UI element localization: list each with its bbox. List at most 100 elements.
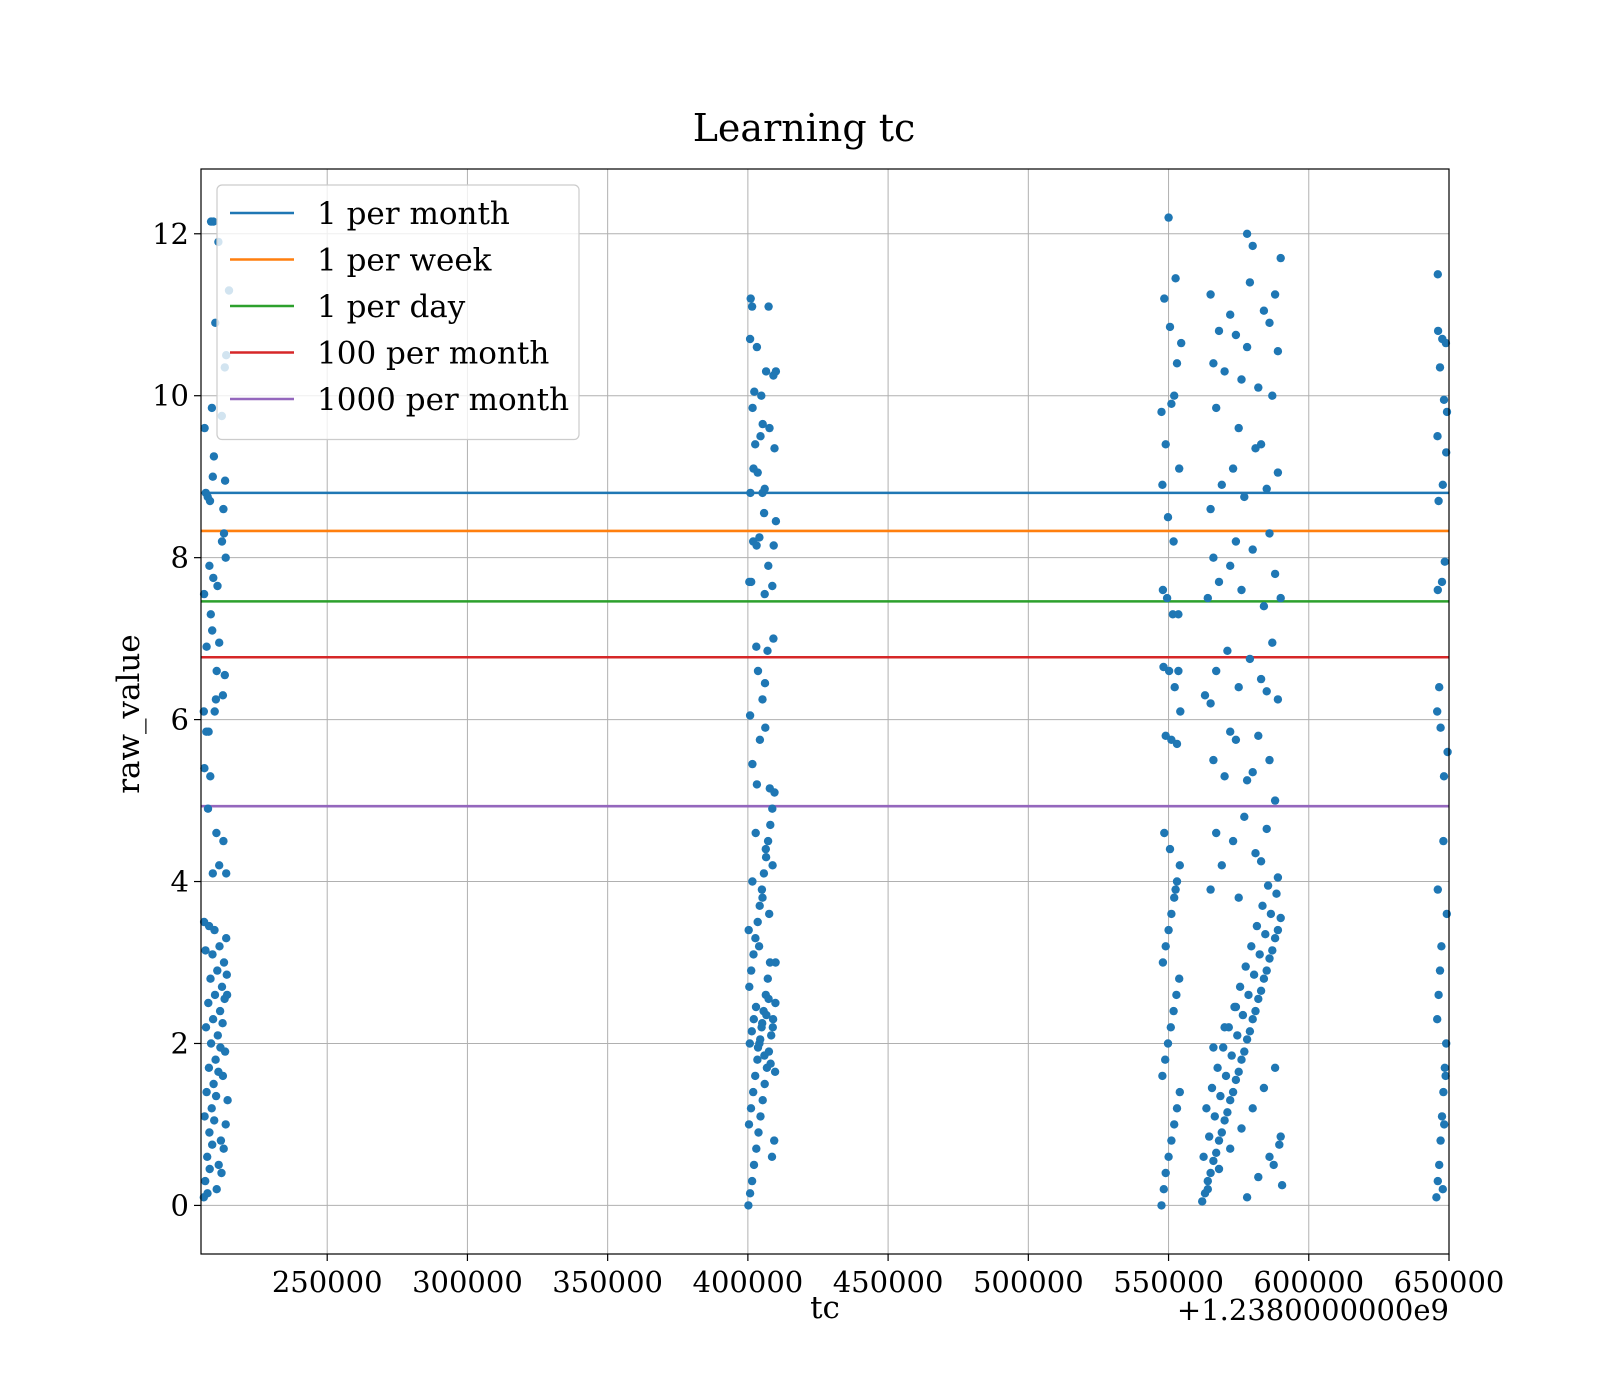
data-point (749, 1160, 759, 1170)
legend-label: 1 per month (317, 196, 510, 232)
data-point (748, 759, 757, 769)
data-point (1433, 432, 1442, 441)
data-point (1210, 1112, 1220, 1121)
data-point (1248, 1104, 1257, 1113)
data-point (1438, 1185, 1448, 1194)
data-point (1262, 824, 1271, 834)
data-point (1265, 755, 1274, 765)
data-point (1231, 330, 1241, 340)
data-point (222, 869, 231, 878)
data-point (746, 1104, 756, 1113)
data-point (201, 1023, 211, 1032)
data-point (199, 589, 209, 599)
data-point (1212, 1148, 1221, 1158)
data-point (1270, 796, 1280, 805)
data-point (1242, 229, 1252, 238)
data-point (1270, 290, 1280, 299)
data-point (1439, 1087, 1448, 1097)
data-point (217, 1168, 226, 1178)
data-point (1273, 347, 1283, 356)
data-point (221, 553, 230, 562)
data-point (1249, 970, 1259, 979)
data-point (1436, 723, 1445, 732)
data-point (202, 727, 211, 736)
data-point (1226, 1096, 1235, 1105)
data-point (755, 901, 764, 910)
data-point (744, 925, 753, 935)
data-point (1276, 913, 1285, 923)
data-point (210, 990, 220, 1000)
data-point (763, 646, 772, 655)
y-tick-label: 2 (171, 1026, 189, 1060)
data-point (1269, 1160, 1278, 1170)
data-point (206, 772, 215, 781)
data-point (1259, 1083, 1269, 1093)
data-point (1275, 1140, 1284, 1149)
data-point (745, 1189, 755, 1198)
data-point (1217, 861, 1227, 870)
x-tick-label: 350000 (552, 1265, 663, 1299)
data-point (748, 877, 757, 886)
data-point (1255, 950, 1264, 959)
data-point (1214, 326, 1224, 336)
y-tick-label: 8 (171, 541, 189, 575)
data-point (747, 577, 756, 587)
x-tick-label: 500000 (973, 1265, 1084, 1299)
y-axis-label: raw_value (111, 634, 147, 794)
data-point (760, 679, 770, 688)
data-point (212, 666, 221, 676)
data-point (1268, 391, 1277, 400)
data-point (1157, 407, 1166, 417)
data-point (1440, 1120, 1449, 1129)
data-point (213, 966, 222, 975)
data-point (208, 950, 217, 959)
data-point (1240, 812, 1249, 821)
data-point (1198, 1197, 1207, 1206)
data-point (1161, 440, 1170, 449)
data-point (1164, 925, 1173, 935)
data-point (206, 974, 215, 983)
data-point (770, 444, 779, 453)
data-point (215, 942, 224, 951)
data-point (1175, 861, 1185, 870)
data-point (1217, 1128, 1227, 1137)
data-point (1254, 1172, 1263, 1182)
data-point (1433, 707, 1442, 716)
data-point (202, 642, 211, 651)
data-point (751, 1071, 760, 1081)
data-point (1234, 423, 1243, 433)
data-point (1439, 395, 1449, 404)
data-point (1170, 1120, 1179, 1129)
data-point (745, 1039, 754, 1048)
data-point (1433, 1176, 1443, 1186)
data-point (1174, 610, 1183, 619)
data-point (1262, 687, 1271, 696)
x-axis-label: tc (810, 1290, 840, 1326)
data-point (752, 342, 762, 352)
data-point (220, 476, 230, 485)
data-point (744, 1120, 754, 1129)
x-tick-label: 400000 (693, 1265, 804, 1299)
data-point (1435, 966, 1445, 975)
data-point (1171, 274, 1180, 283)
data-point (1238, 1010, 1248, 1020)
y-tick-label: 0 (171, 1188, 189, 1222)
data-point (1167, 909, 1176, 919)
data-point (771, 958, 780, 967)
data-point (771, 517, 781, 526)
data-point (1437, 942, 1446, 951)
data-point (1440, 1063, 1450, 1073)
data-point (209, 217, 218, 226)
data-point (1265, 318, 1274, 327)
data-point (1240, 492, 1249, 502)
data-point (753, 468, 762, 477)
data-point (763, 974, 772, 983)
data-point (211, 1091, 221, 1101)
data-point (1217, 480, 1227, 489)
data-point (1242, 342, 1252, 352)
data-point (201, 946, 210, 955)
data-point (749, 1087, 758, 1097)
data-point (1209, 553, 1218, 562)
data-point (1209, 1043, 1218, 1052)
data-point (1160, 294, 1169, 303)
